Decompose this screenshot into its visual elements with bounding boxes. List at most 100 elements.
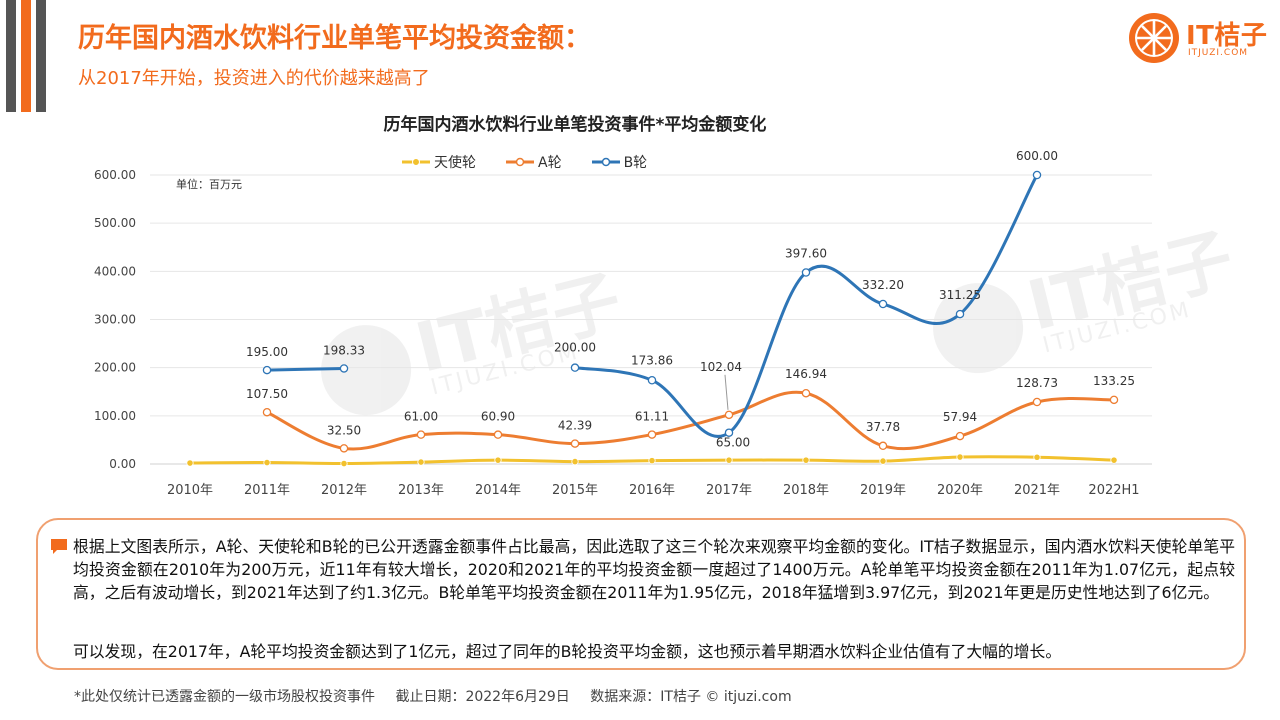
data-label-roundB: 600.00 <box>1016 149 1058 163</box>
side-bar-gray-2 <box>36 0 46 112</box>
data-point-roundA <box>647 430 657 439</box>
commentary-paragraph-1: 根据上文图表所示，A轮、天使轮和B轮的已公开透露金额事件占比最高，因此选取了这三… <box>73 537 1235 602</box>
data-point-roundB <box>955 309 965 319</box>
itjuzi-logo: IT桔子 ITJUZI.COM <box>1128 12 1268 64</box>
orange-slice-icon <box>1129 13 1179 63</box>
legend-swatch-round-b <box>591 157 620 167</box>
unit-label: 单位：百万元 <box>176 177 242 191</box>
data-label-roundA: 60.90 <box>481 410 515 424</box>
data-label-roundA: 133.25 <box>1093 374 1135 388</box>
data-labels: 107.50 32.50 61.00 60.90 42.39 61.11 102.04 146… <box>246 149 1135 450</box>
footer: *此处仅统计已透露金额的一级市场股权投资事件 截止日期：2022年6月29日 数… <box>74 686 808 706</box>
chart-title: 历年国内酒水饮料行业单笔投资事件*平均金额变化 <box>383 115 767 135</box>
data-label-roundA: 146.94 <box>785 367 827 381</box>
legend-item-round-a: A轮 <box>506 152 562 172</box>
y-tick-label: 200.00 <box>94 361 136 375</box>
data-label-roundB: 198.33 <box>323 343 365 357</box>
data-label-roundB: 195.00 <box>246 345 288 359</box>
x-tick-label: 2014年 <box>475 483 521 498</box>
label-leader-line <box>724 374 729 410</box>
legend-swatch-round-a <box>506 157 534 167</box>
data-label-roundA: 57.94 <box>943 410 977 424</box>
data-label-roundB: 173.86 <box>631 353 673 367</box>
data-label-roundB: 332.20 <box>862 278 904 292</box>
data-point-angel <box>186 459 194 467</box>
data-point-angel <box>725 456 733 464</box>
y-tick-label: 500.00 <box>94 216 136 230</box>
data-point-angel <box>263 458 271 467</box>
y-axis-ticks: 0.00 100.00 200.00 300.00 400.00 500.00 600.00 <box>94 168 136 471</box>
speech-bubble-icon <box>51 539 67 554</box>
chart-legend: 天使轮 A轮 B轮 <box>402 152 677 172</box>
x-tick-label: 2021年 <box>1014 483 1060 498</box>
footer-scope-note: *此处仅统计已透露金额的一级市场股权投资事件 <box>74 689 375 705</box>
data-point-roundA <box>339 444 349 453</box>
data-point-angel <box>571 457 579 466</box>
data-label-roundA: 128.73 <box>1016 376 1058 390</box>
data-point-roundA <box>1109 395 1119 405</box>
data-point-roundA <box>724 410 734 420</box>
page-title: 历年国内酒水饮料行业单笔平均投资金额： <box>78 23 591 54</box>
x-tick-label: 2010年 <box>167 483 213 498</box>
legend-label-round-b: B轮 <box>623 155 648 171</box>
y-tick-label: 300.00 <box>94 313 136 327</box>
data-label-roundA: 42.39 <box>558 419 592 433</box>
x-tick-label: 2018年 <box>783 483 829 498</box>
y-tick-label: 400.00 <box>94 264 136 278</box>
data-point-roundA <box>801 388 811 398</box>
x-tick-label: 2020年 <box>937 483 983 498</box>
x-tick-label: 2016年 <box>629 483 675 498</box>
chart-series <box>186 170 1119 468</box>
x-tick-label: 2015年 <box>552 483 598 498</box>
data-point-roundB <box>339 364 349 373</box>
commentary-box <box>36 518 1246 670</box>
side-bar-gray-1 <box>6 0 16 112</box>
footer-cutoff-date: 截止日期：2022年6月29日 <box>395 689 570 705</box>
footer-source: 数据来源：IT桔子 © itjuzi.com <box>590 689 792 705</box>
data-point-angel <box>1033 453 1041 461</box>
x-tick-label: 2013年 <box>398 483 444 498</box>
data-point-angel <box>417 458 425 466</box>
legend-item-round-b: B轮 <box>591 152 648 172</box>
data-label-roundB: 311.25 <box>939 288 981 302</box>
y-tick-label: 0.00 <box>109 457 136 471</box>
data-point-roundB <box>878 299 888 309</box>
data-point-angel <box>648 457 656 465</box>
x-tick-label: 2022H1 <box>1088 483 1139 498</box>
y-tick-label: 100.00 <box>94 409 136 423</box>
x-tick-label: 2017年 <box>706 483 752 498</box>
x-tick-label: 2011年 <box>244 483 290 498</box>
data-point-roundA <box>955 431 965 441</box>
data-point-angel <box>802 456 810 464</box>
data-point-angel <box>1110 456 1118 464</box>
side-bar-orange <box>21 0 31 112</box>
legend-swatch-angel <box>402 158 430 166</box>
x-axis-ticks: 2010年 2011年 2012年 2013年 2014年 2015年 2016年 2017年… <box>167 483 1140 498</box>
page-subtitle: 从2017年开始，投资进入的代价越来越高了 <box>78 68 430 89</box>
x-tick-label: 2019年 <box>860 483 906 498</box>
data-label-roundA: 107.50 <box>246 387 288 401</box>
legend-item-angel: 天使轮 <box>402 152 476 172</box>
legend-label-round-a: A轮 <box>538 155 562 171</box>
x-tick-label: 2012年 <box>321 483 367 498</box>
data-label-roundB: 397.60 <box>785 246 827 260</box>
data-label-roundA: 37.78 <box>866 420 900 434</box>
data-point-roundA <box>416 430 426 439</box>
series-line-roundB <box>266 366 345 372</box>
data-label-roundB: 200.00 <box>554 341 596 355</box>
line-chart: 单位：百万元 0.00 100.00 200.00 300.00 400.00 500.0… <box>94 149 1152 498</box>
data-label-roundB: 65.00 <box>716 436 750 450</box>
data-point-roundA <box>878 441 888 451</box>
data-point-roundB <box>262 365 272 375</box>
data-point-roundB <box>724 428 734 437</box>
data-point-angel <box>494 456 502 464</box>
data-point-roundA <box>493 430 503 439</box>
data-point-roundB <box>570 363 580 372</box>
decorative-side-bars <box>6 0 46 112</box>
data-point-roundA <box>262 407 272 417</box>
y-tick-label: 600.00 <box>94 168 136 182</box>
logo-text: IT桔子 <box>1186 21 1268 51</box>
data-point-roundA <box>570 439 580 448</box>
data-label-roundA: 61.11 <box>635 410 669 424</box>
data-point-angel <box>340 459 348 468</box>
